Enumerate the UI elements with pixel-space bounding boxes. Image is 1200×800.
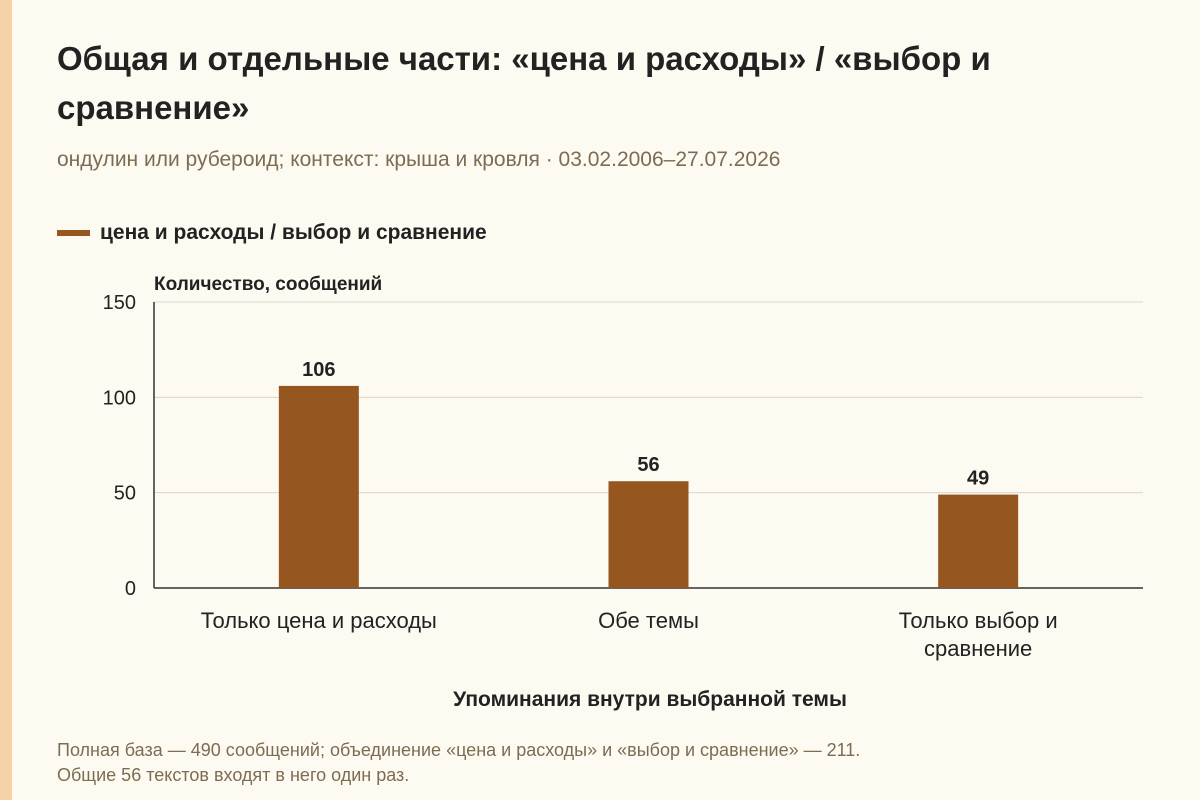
x-axis-title: Упоминания внутри выбранной темы: [453, 688, 847, 711]
bar: [278, 385, 359, 588]
bar-value-label: 56: [637, 454, 659, 476]
footnote: Полная база — 490 сообщений; объединение…: [57, 738, 1167, 788]
legend: цена и расходы / выбор и сравнение: [57, 218, 487, 248]
x-tick-label-line: сравнение: [924, 636, 1032, 661]
bar-value-label: 106: [302, 359, 335, 381]
x-tick-label-line: Обе темы: [598, 608, 699, 633]
y-tick-label: 50: [114, 483, 136, 505]
x-tick-label: Только цена и расходы: [201, 608, 437, 633]
legend-label: цена и расходы / выбор и сравнение: [100, 221, 487, 244]
footnote-line-2: Общие 56 текстов входят в него один раз.: [57, 765, 410, 785]
footnote-line-1: Полная база — 490 сообщений; объединение…: [57, 740, 861, 760]
x-tick-label: Обе темы: [598, 608, 699, 633]
accent-strip: [0, 0, 12, 800]
legend-swatch: [57, 230, 90, 236]
bar: [608, 481, 689, 588]
x-tick-label-line: Только цена и расходы: [201, 608, 437, 633]
y-axis-title: Количество, сообщений: [154, 274, 383, 295]
bar-value-label: 49: [967, 468, 989, 490]
chart-title: Общая и отдельные части: «цена и расходы…: [57, 40, 991, 126]
chart-subtitle: ондулин или рубероид; контекст: крыша и …: [57, 148, 781, 171]
x-tick-label: Только выбор и сравнение: [899, 608, 1058, 661]
y-tick-label: 150: [103, 292, 136, 314]
y-tick-label: 100: [103, 387, 136, 409]
bar: [938, 494, 1019, 588]
y-tick-label: 0: [125, 578, 136, 600]
x-tick-label-line: Только выбор и: [899, 608, 1058, 633]
